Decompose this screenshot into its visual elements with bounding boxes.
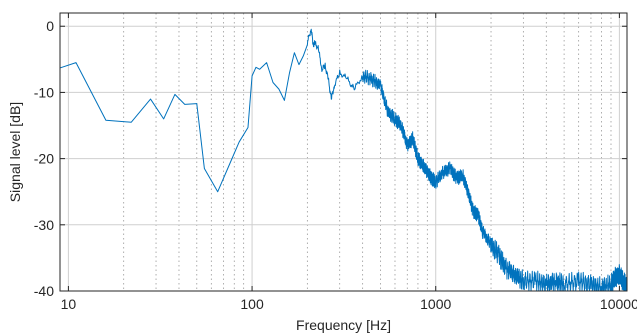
y-tick-label: -30 [34,217,54,233]
plot-background [60,13,627,291]
x-tick-label: 1000 [420,296,451,312]
minor-grid [123,13,612,291]
y-tick-label: -20 [34,151,54,167]
y-tick-label: -10 [34,84,54,100]
axes-box [59,12,628,292]
y-axis-ticks: 0 -10 -20 -30 -40 [34,18,627,299]
plot-area [60,13,627,291]
plot-frame [59,12,628,292]
x-tick-label: 100 [240,296,264,312]
series-layer [59,28,628,292]
x-axis-ticks: 10 100 1000 10000 [61,13,637,312]
y-tick-label: 0 [46,18,54,34]
x-tick-label: 10000 [600,296,637,312]
x-axis-label: Frequency [Hz] [296,317,391,333]
series-line-0 [59,28,628,292]
x-tick-label: 10 [61,296,77,312]
y-axis-label: Signal level [dB] [7,102,23,202]
y-tick-label: -40 [34,283,54,299]
